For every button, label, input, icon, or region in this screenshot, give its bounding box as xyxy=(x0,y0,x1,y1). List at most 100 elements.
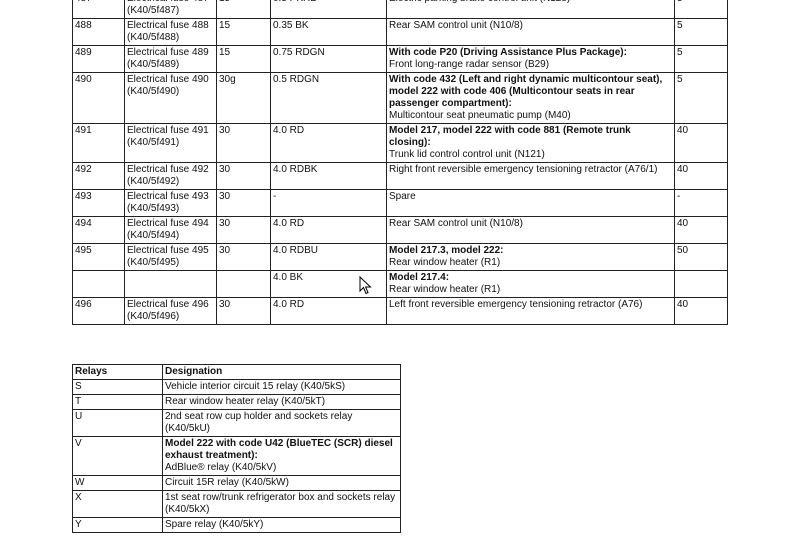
fuse-row: 487Electrical fuse 487(K40/5f487)150.5 P… xyxy=(72,0,728,19)
designation-text: Vehicle interior circuit 15 relay (K40/5… xyxy=(165,381,346,392)
designation-text: Spare relay (K40/5kY) xyxy=(165,519,264,530)
consumer-description: Model 217, model 222 with code 881 (Remo… xyxy=(386,123,675,163)
fuse-code: (K40/5f496) xyxy=(127,311,180,322)
wire-spec: 0.35 BK xyxy=(270,18,387,46)
fuse-amperage: 15 xyxy=(216,0,271,19)
consumer-description: Electric parking brake control unit (N12… xyxy=(386,0,675,19)
wire-spec: 0.5 PKRD xyxy=(270,0,387,19)
fuse-amperage: 30g xyxy=(216,72,271,124)
fuse-name-label: Electrical fuse 490 xyxy=(127,74,209,85)
fuse-name-label: Electrical fuse 492 xyxy=(127,164,209,175)
relay-table: Relays Designation S Vehicle interior cir… xyxy=(72,364,401,533)
fuse-amperage: 30 xyxy=(216,162,271,190)
fuse-row: 493 Electrical fuse 493 (K40/5f493) 30- Spar… xyxy=(72,189,728,217)
fuse-row: 496 Electrical fuse 496 (K40/5f496) 30 4.0 R… xyxy=(72,297,728,325)
relay-designation: Model 222 with code U42 (BlueTEC (SCR) d… xyxy=(162,436,401,476)
condition-text: Model 217, model 222 with code 881 (Remo… xyxy=(389,125,631,148)
fuse-amperage: 30 xyxy=(216,297,271,325)
fuse-number: 491 xyxy=(72,123,125,163)
relay-id: X xyxy=(72,490,163,518)
consumer-text: Front long-range radar sensor (B29) xyxy=(389,59,550,70)
fuse-amperage: 15 xyxy=(216,45,271,73)
fuse-name: Electrical fuse 491 (K40/5f491) xyxy=(124,123,217,163)
consumer-text: Rear window heater (R1) xyxy=(389,284,501,295)
relay-row: T Rear window heater relay (K40/5kT) xyxy=(72,394,401,410)
fuse-name: Electrical fuse 490 (K40/5f490) xyxy=(124,72,217,124)
document-content: 487Electrical fuse 487(K40/5f487)150.5 P… xyxy=(72,0,728,533)
relay-header-row: Relays Designation xyxy=(72,364,401,380)
fuse-number: 495 xyxy=(72,243,125,271)
relay-row: V Model 222 with code U42 (BlueTEC (SCR) … xyxy=(72,436,401,476)
designation-text: Circuit 15R relay (K40/5kW) xyxy=(165,477,289,488)
relay-row: W Circuit 15R relay (K40/5kW) xyxy=(72,475,401,491)
designation-text: Rear window heater relay (K40/5kT) xyxy=(165,396,326,407)
consumer-description: Right front reversible emergency tension… xyxy=(386,162,675,190)
fuse-rating: 50 xyxy=(674,243,728,271)
relay-designation: Circuit 15R relay (K40/5kW) xyxy=(162,475,401,491)
fuse-number: 494 xyxy=(72,216,125,244)
fuse-name-label: Electrical fuse 496 xyxy=(127,299,209,310)
fuse-table: 487Electrical fuse 487(K40/5f487)150.5 P… xyxy=(72,0,728,325)
relay-designation: Vehicle interior circuit 15 relay (K40/5… xyxy=(162,379,401,395)
fuse-number: 489 xyxy=(72,45,125,73)
condition-text: Model 217.4: xyxy=(389,272,450,283)
fuse-name: Electrical fuse 496 (K40/5f496) xyxy=(124,297,217,325)
fuse-rating: 5 xyxy=(674,18,728,46)
designation-text: AdBlue® relay (K40/5kV) xyxy=(165,462,277,473)
fuse-rating: 5 xyxy=(674,45,728,73)
consumer-text: Multicontour seat pneumatic pump (M40) xyxy=(389,110,571,121)
fuse-code: (K40/5f489) xyxy=(127,59,180,70)
fuse-name: Electrical fuse 492 (K40/5f492) xyxy=(124,162,217,190)
fuse-name-label: Electrical fuse 488 xyxy=(127,20,209,31)
fuse-amperage xyxy=(216,270,271,298)
designation-text: 1st seat row/trunk refrigerator box and … xyxy=(165,492,396,515)
wire-spec: 0.75 RDGN xyxy=(270,45,387,73)
fuse-amperage: 30 xyxy=(216,189,271,217)
condition-text: Model 217.3, model 222: xyxy=(389,245,504,256)
fuse-number: 490 xyxy=(72,72,125,124)
fuse-name-label: Electrical fuse 494 xyxy=(127,218,209,229)
fuse-name-label: Electrical fuse 495 xyxy=(127,245,209,256)
relay-id: T xyxy=(72,394,163,410)
header-designation: Designation xyxy=(162,364,401,380)
wire-spec: 0.5 RDGN xyxy=(270,72,387,124)
fuse-number xyxy=(72,270,125,298)
relay-row: X 1st seat row/trunk refrigerator box and… xyxy=(72,490,401,518)
relay-id: Y xyxy=(72,517,163,533)
consumer-text: Rear SAM control unit (N10/8) xyxy=(389,20,523,31)
fuse-name-label: Electrical fuse 493 xyxy=(127,191,209,202)
relay-designation: Rear window heater relay (K40/5kT) xyxy=(162,394,401,410)
fuse-rating: 40 xyxy=(674,123,728,163)
relay-id: V xyxy=(72,436,163,476)
mouse-pointer-icon xyxy=(359,276,372,295)
relay-id: W xyxy=(72,475,163,491)
fuse-name-label: Electrical fuse 489 xyxy=(127,47,209,58)
relay-designation: 2nd seat row cup holder and sockets rela… xyxy=(162,409,401,437)
fuse-code: (K40/5f494) xyxy=(127,230,180,241)
fuse-rating: 40 xyxy=(674,162,728,190)
consumer-text: Trunk lid control control unit (N121) xyxy=(389,149,545,160)
fuse-amperage: 15 xyxy=(216,18,271,46)
consumer-description: Model 217.3, model 222: Rear window heate… xyxy=(386,243,675,271)
fuse-row: 490 Electrical fuse 490 (K40/5f490) 30g 0.5 … xyxy=(72,72,728,124)
fuse-code: (K40/5f493) xyxy=(127,203,180,214)
condition-text: Model 222 with code U42 (BlueTEC (SCR) d… xyxy=(165,438,393,461)
fuse-amperage: 30 xyxy=(216,216,271,244)
consumer-description: With code 432 (Left and right dynamic mu… xyxy=(386,72,675,124)
fuse-rating: 40 xyxy=(674,216,728,244)
consumer-text: Rear window heater (R1) xyxy=(389,257,501,268)
wire-spec: 4.0 RD xyxy=(270,216,387,244)
consumer-text: Electric parking brake control unit (N12… xyxy=(389,0,672,5)
relay-id: S xyxy=(72,379,163,395)
fuse-rating: - xyxy=(674,189,728,217)
consumer-description: Left front reversible emergency tensioni… xyxy=(386,297,675,325)
fuse-code: (K40/5f491) xyxy=(127,137,180,148)
fuse-name: Electrical fuse 488 (K40/5f488) xyxy=(124,18,217,46)
fuse-rating: 5 xyxy=(674,72,728,124)
fuse-name-label: Electrical fuse 487 xyxy=(127,0,216,5)
fuse-name: Electrical fuse 494 (K40/5f494) xyxy=(124,216,217,244)
fuse-code: (K40/5f492) xyxy=(127,176,180,187)
fuse-number: 492 xyxy=(72,162,125,190)
fuse-amperage: 30 xyxy=(216,123,271,163)
fuse-amperage: 30 xyxy=(216,243,271,271)
